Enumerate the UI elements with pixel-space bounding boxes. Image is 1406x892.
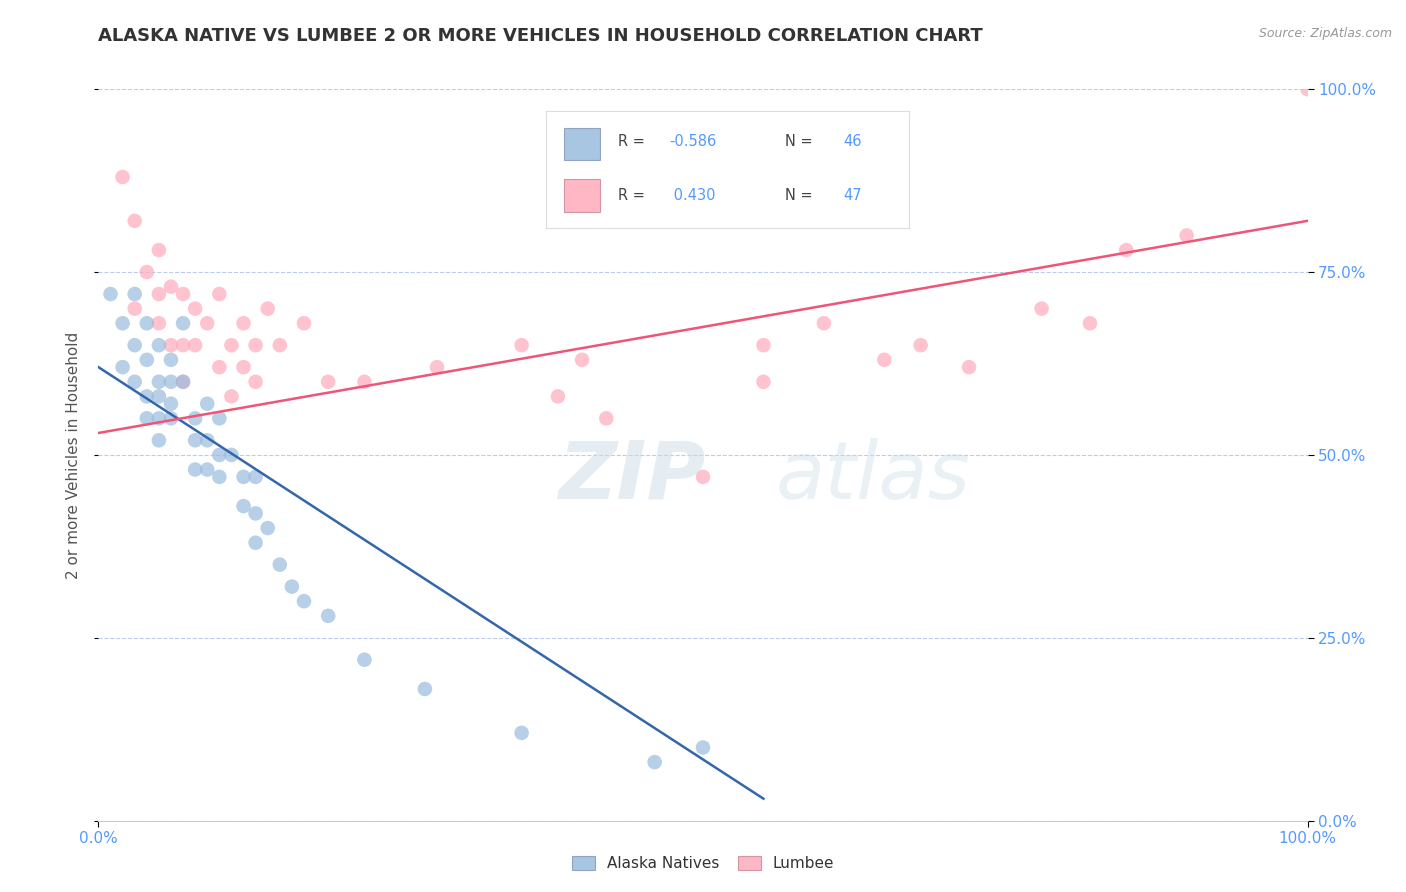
Point [256,521,278,535]
Point [135,411,157,425]
Point [813,316,835,330]
Point [160,352,183,367]
Point [148,316,170,330]
Point [644,755,666,769]
Point [148,434,170,448]
Point [316,608,339,623]
Point [1078,316,1101,330]
Point [111,360,134,375]
Point [245,375,267,389]
Point [256,301,278,316]
Point [172,375,194,389]
Point [221,389,243,403]
Point [426,360,449,375]
Point [571,352,593,367]
Point [148,411,170,425]
Point [221,338,243,352]
Point [353,375,375,389]
Point [148,338,170,352]
Point [111,316,134,330]
Point [595,411,617,425]
Point [100,287,122,301]
Y-axis label: 2 or more Vehicles in Household: 2 or more Vehicles in Household [66,331,82,579]
Point [1115,243,1137,257]
Point [910,338,932,352]
Point [135,352,157,367]
Point [195,434,218,448]
Point [208,287,231,301]
Point [172,316,194,330]
Point [160,279,183,293]
Point [135,389,157,403]
Point [172,375,194,389]
Point [316,375,339,389]
Text: Source: ZipAtlas.com: Source: ZipAtlas.com [1258,27,1392,40]
Point [1296,82,1319,96]
Point [232,470,254,484]
Point [232,360,254,375]
Point [353,653,375,667]
Point [135,316,157,330]
Point [208,448,231,462]
Text: atlas: atlas [776,438,970,516]
Point [245,507,267,521]
Point [184,338,207,352]
Point [232,499,254,513]
Text: ALASKA NATIVE VS LUMBEE 2 OR MORE VEHICLES IN HOUSEHOLD CORRELATION CHART: ALASKA NATIVE VS LUMBEE 2 OR MORE VEHICL… [98,27,983,45]
Point [510,726,533,740]
Point [269,338,291,352]
Point [124,375,146,389]
Point [292,594,315,608]
Point [184,301,207,316]
Point [692,740,714,755]
Point [873,352,896,367]
Point [184,434,207,448]
Point [1031,301,1053,316]
Point [752,338,775,352]
Point [413,681,436,696]
Legend: Alaska Natives, Lumbee: Alaska Natives, Lumbee [564,848,842,879]
Point [245,535,267,549]
Point [510,338,533,352]
Point [195,316,218,330]
Point [124,214,146,228]
Point [1175,228,1198,243]
Point [208,360,231,375]
Point [135,265,157,279]
Point [281,580,304,594]
Point [184,411,207,425]
Point [148,243,170,257]
Point [245,338,267,352]
Point [124,338,146,352]
Point [148,287,170,301]
Point [124,287,146,301]
Point [124,301,146,316]
Point [208,470,231,484]
Text: ZIP: ZIP [558,438,706,516]
Point [148,375,170,389]
Point [111,169,134,184]
Point [172,338,194,352]
Point [232,316,254,330]
Point [208,411,231,425]
Point [547,389,569,403]
Point [160,338,183,352]
Point [221,448,243,462]
Point [292,316,315,330]
Point [172,287,194,301]
Point [195,462,218,476]
Point [269,558,291,572]
Point [148,389,170,403]
Point [184,462,207,476]
Point [195,397,218,411]
Point [957,360,980,375]
Point [692,470,714,484]
Point [245,470,267,484]
Point [160,375,183,389]
Point [160,411,183,425]
Point [752,375,775,389]
Point [160,397,183,411]
